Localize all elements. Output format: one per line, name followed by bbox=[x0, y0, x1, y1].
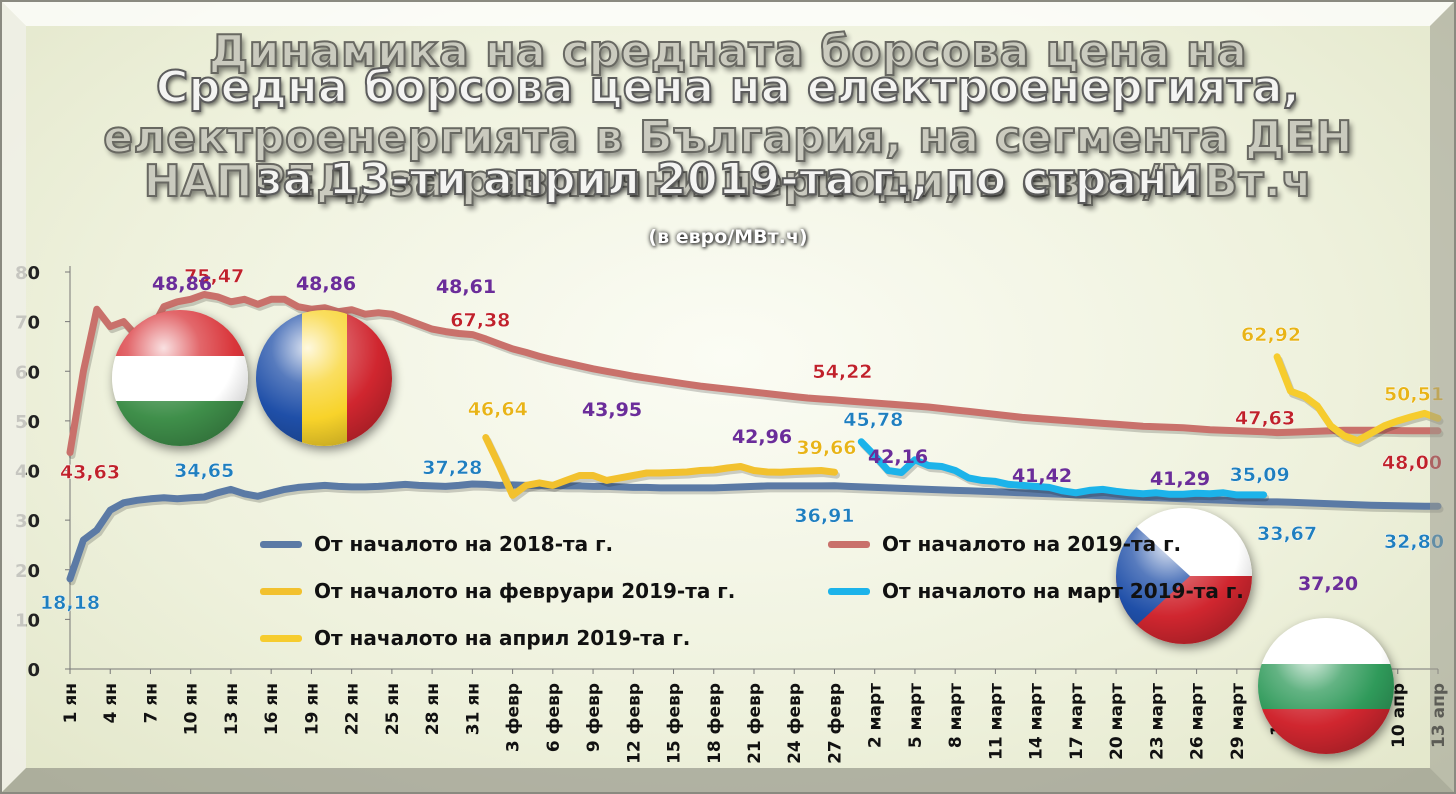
legend-item-feb: От началото на февруари 2019-та г. bbox=[260, 579, 735, 603]
x-tick-label: 13 ян bbox=[222, 683, 242, 735]
data-label: 34,65 bbox=[174, 460, 234, 482]
country-price-label: 37,20 bbox=[1298, 573, 1358, 595]
x-tick-label: 24 февр bbox=[785, 683, 805, 764]
x-tick-label: 16 ян bbox=[262, 683, 282, 735]
country-price-label: 41,29 bbox=[1150, 468, 1210, 490]
x-tick-label: 12 февр bbox=[624, 683, 644, 764]
country-price-label: 43,95 bbox=[582, 399, 642, 421]
legend-item-2019: От началото на 2019-та г. bbox=[828, 532, 1181, 556]
x-tick-label: 21 февр bbox=[745, 683, 765, 764]
country-price-label: 48,86 bbox=[296, 273, 356, 295]
data-label: 36,91 bbox=[794, 505, 854, 527]
x-tick-label: 9 февр bbox=[584, 683, 604, 752]
y-tick-label: 80 bbox=[15, 263, 40, 284]
legend-item-mar: От началото на март 2019-та г. bbox=[828, 579, 1244, 603]
x-tick-label: 6 февр bbox=[544, 683, 564, 752]
y-tick-label: 70 bbox=[15, 313, 40, 334]
legend-swatch-apr bbox=[260, 634, 302, 642]
x-tick-label: 15 февр bbox=[665, 683, 685, 764]
bulgaria-flag-icon bbox=[1258, 618, 1394, 754]
x-tick-label: 13 апр bbox=[1429, 683, 1449, 748]
x-tick-label: 17 март bbox=[1067, 683, 1087, 760]
country-price-label: 42,16 bbox=[868, 446, 928, 468]
y-tick-label: 10 bbox=[15, 610, 40, 631]
legend-label-apr: От началото на април 2019-та г. bbox=[314, 626, 691, 650]
title-front-line-2: за 13-ти април 2019-та г., по страни bbox=[256, 154, 1200, 205]
data-label: 18,18 bbox=[40, 592, 100, 614]
data-label: 47,63 bbox=[1235, 408, 1295, 430]
x-tick-label: 10 ян bbox=[182, 683, 202, 735]
legend-item-apr: От началото на април 2019-та г. bbox=[260, 626, 690, 650]
x-tick-label: 1 ян bbox=[61, 683, 81, 723]
x-tick-label: 19 ян bbox=[302, 683, 322, 735]
x-tick-label: 4 ян bbox=[101, 683, 121, 723]
y-tick-label: 30 bbox=[15, 511, 40, 532]
y-tick-label: 20 bbox=[15, 561, 40, 582]
x-tick-label: 20 март bbox=[1107, 683, 1127, 760]
x-tick-label: 31 ян bbox=[463, 683, 483, 735]
legend-label-2019: От началото на 2019-та г. bbox=[882, 532, 1182, 556]
legend-swatch-2018 bbox=[260, 540, 302, 548]
data-label: 62,92 bbox=[1241, 324, 1301, 346]
legend-swatch-mar bbox=[828, 587, 870, 595]
data-label: 35,09 bbox=[1230, 464, 1290, 486]
y-tick-label: 40 bbox=[15, 462, 40, 483]
data-label: 37,28 bbox=[422, 457, 482, 479]
x-tick-label: 2 март bbox=[866, 683, 886, 748]
legend-label-feb: От началото на февруари 2019-та г. bbox=[314, 579, 736, 603]
data-label: 46,64 bbox=[468, 399, 528, 421]
data-label: 43,63 bbox=[60, 461, 120, 483]
romania-flag-icon bbox=[256, 310, 392, 446]
legend-item-2018: От началото на 2018-та г. bbox=[260, 532, 613, 556]
data-label: 50,51 bbox=[1384, 383, 1444, 405]
x-tick-label: 29 март bbox=[1228, 683, 1248, 760]
x-tick-label: 3 февр bbox=[504, 683, 524, 752]
x-tick-label: 7 ян bbox=[141, 683, 161, 723]
y-tick-label: 50 bbox=[15, 412, 40, 433]
y-tick-label: 0 bbox=[27, 660, 40, 681]
title-front-line-1: Средна борсова цена на електроенергията, bbox=[155, 62, 1301, 113]
country-price-label: 48,61 bbox=[436, 276, 496, 298]
x-tick-label: 23 март bbox=[1147, 683, 1167, 760]
legend-swatch-2019 bbox=[828, 540, 870, 548]
x-tick-label: 22 ян bbox=[343, 683, 363, 735]
country-price-label: 42,96 bbox=[732, 426, 792, 448]
x-tick-label: 27 февр bbox=[825, 683, 845, 764]
chart-title-foreground: Средна борсова цена на електроенергията,… bbox=[0, 62, 1456, 205]
x-tick-label: 25 ян bbox=[383, 683, 403, 735]
legend-swatch-feb bbox=[260, 587, 302, 595]
y-tick-label: 60 bbox=[15, 362, 40, 383]
data-label: 39,66 bbox=[796, 437, 856, 459]
x-tick-label: 5 март bbox=[906, 683, 926, 748]
legend-label-2018: От началото на 2018-та г. bbox=[314, 532, 614, 556]
x-tick-label: 11 март bbox=[986, 683, 1006, 760]
legend-label-mar: От началото на март 2019-та г. bbox=[882, 579, 1244, 603]
x-tick-label: 28 ян bbox=[423, 683, 443, 735]
data-label: 48,00 bbox=[1382, 452, 1442, 474]
data-label: 45,78 bbox=[843, 409, 903, 431]
x-tick-label: 18 февр bbox=[705, 683, 725, 764]
hungary-flag-icon bbox=[112, 310, 248, 446]
data-label: 32,80 bbox=[1384, 531, 1444, 553]
czech-flag-icon bbox=[1116, 508, 1252, 644]
data-label: 33,67 bbox=[1257, 523, 1317, 545]
country-price-label: 48,86 bbox=[152, 273, 212, 295]
x-tick-label: 14 март bbox=[1027, 683, 1047, 760]
x-tick-label: 26 март bbox=[1188, 683, 1208, 760]
country-price-label: 41,42 bbox=[1012, 465, 1072, 487]
chart-subtitle: (в евро/МВт.ч) bbox=[648, 226, 808, 248]
x-tick-label: 8 март bbox=[946, 683, 966, 748]
data-label: 54,22 bbox=[812, 361, 872, 383]
data-label: 67,38 bbox=[450, 310, 510, 332]
